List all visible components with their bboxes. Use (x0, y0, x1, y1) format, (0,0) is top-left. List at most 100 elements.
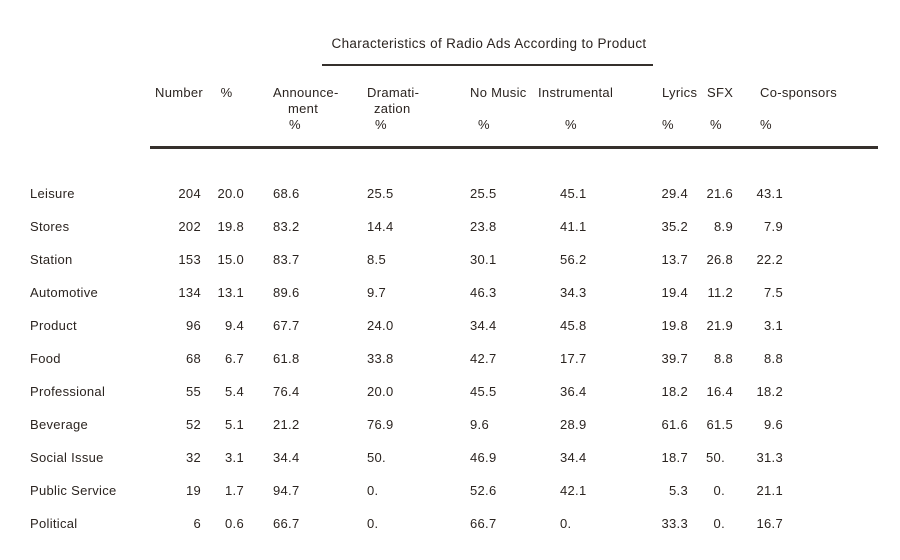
cell: 46.3 (470, 285, 497, 300)
cell: 26.8 (706, 252, 733, 267)
row-label: Political (30, 516, 78, 531)
col-header-sfx: SFX % (707, 85, 734, 132)
table-row: Automotive 134 13.1 89.6 9.7 46.3 34.3 19.4 11.2… (30, 276, 878, 309)
cell: 19.4 (661, 285, 688, 300)
cell: 23.8 (470, 219, 497, 234)
cell: 42.7 (470, 351, 497, 366)
cell: 0. (560, 516, 572, 531)
col-header-instrumental: Instrumental % (538, 85, 614, 132)
cell: 28.9 (560, 417, 587, 432)
cell: 32 (185, 450, 201, 465)
row-label: Stores (30, 219, 70, 234)
cell: 34.4 (470, 318, 497, 333)
cell: 39.7 (661, 351, 688, 366)
cell: 66.7 (470, 516, 497, 531)
table-title: Characteristics of Radio Ads According t… (331, 36, 647, 51)
col-header-number: Number (155, 85, 204, 100)
row-label: Professional (30, 384, 106, 399)
cell: 50. (706, 450, 725, 465)
cell: 22.2 (756, 252, 783, 267)
cell: 17.7 (560, 351, 587, 366)
table-row: Professional 55 5.4 76.4 20.0 45.5 36.4 18.2 16.… (30, 375, 878, 408)
cell: 33.3 (661, 516, 688, 531)
cell: 134 (178, 285, 201, 300)
cell: 8.8 (714, 351, 733, 366)
cell: 9.4 (225, 318, 244, 333)
cell: 61.8 (273, 351, 300, 366)
cell: 0. (713, 516, 725, 531)
cell: 24.0 (367, 318, 394, 333)
cell: 13.1 (217, 285, 244, 300)
cell: 7.9 (764, 219, 783, 234)
cell: 43.1 (756, 186, 783, 201)
cell: 0. (713, 483, 725, 498)
table-row: Beverage 52 5.1 21.2 76.9 9.6 28.9 61.6 61.5 9.6 (30, 408, 878, 441)
cell: 34.4 (560, 450, 587, 465)
cell: 19.8 (661, 318, 688, 333)
cell: 8.9 (714, 219, 733, 234)
col-header-label (30, 85, 150, 133)
cell: 42.1 (560, 483, 587, 498)
col-header-percent: % (220, 85, 233, 100)
cell: 25.5 (470, 186, 497, 201)
cell: 21.9 (706, 318, 733, 333)
cell: 31.3 (756, 450, 783, 465)
table-row: Product 96 9.4 67.7 24.0 34.4 45.8 19.8 21.9 3.1 (30, 309, 878, 342)
table-row: Food 68 6.7 61.8 33.8 42.7 17.7 39.7 8.8 8.8 (30, 342, 878, 375)
row-label: Automotive (30, 285, 99, 300)
cell: 45.5 (470, 384, 497, 399)
cell: 3.1 (764, 318, 783, 333)
cell: 56.2 (560, 252, 587, 267)
cell: 13.7 (661, 252, 688, 267)
cell: 76.9 (367, 417, 394, 432)
table-row: Leisure 204 20.0 68.6 25.5 25.5 45.1 29.4 21.6 43… (30, 177, 878, 210)
cell: 55 (185, 384, 201, 399)
table-header-row: Number % Announce- ment % Dramati- zatio… (30, 85, 878, 133)
cell: 94.7 (273, 483, 300, 498)
cell: 50. (367, 450, 386, 465)
cell: 18.2 (661, 384, 688, 399)
table-row: Stores 202 19.8 83.2 14.4 23.8 41.1 35.2 8.9 7.9 (30, 210, 878, 243)
cell: 52.6 (470, 483, 497, 498)
cell: 9.6 (764, 417, 783, 432)
cell: 68.6 (273, 186, 300, 201)
header-rule (150, 146, 878, 149)
cell: 89.6 (273, 285, 300, 300)
cell: 3.1 (225, 450, 244, 465)
cell: 67.7 (273, 318, 300, 333)
cell: 76.4 (273, 384, 300, 399)
cell: 16.7 (756, 516, 783, 531)
row-label: Beverage (30, 417, 89, 432)
cell: 20.0 (217, 186, 244, 201)
cell: 33.8 (367, 351, 394, 366)
cell: 9.6 (470, 417, 489, 432)
cell: 21.1 (756, 483, 783, 498)
cell: 83.7 (273, 252, 300, 267)
cell: 20.0 (367, 384, 394, 399)
cell: 36.4 (560, 384, 587, 399)
cell: 19.8 (217, 219, 244, 234)
cell: 29.4 (661, 186, 688, 201)
table-row: Public Service 19 1.7 94.7 0. 52.6 42.1 5.3 0. 21… (30, 474, 878, 507)
cell: 61.5 (706, 417, 733, 432)
cell: 1.7 (225, 483, 244, 498)
cell: 19 (185, 483, 201, 498)
cell: 96 (185, 318, 201, 333)
cell: 5.1 (225, 417, 244, 432)
cell: 18.2 (756, 384, 783, 399)
cell: 46.9 (470, 450, 497, 465)
cell: 35.2 (661, 219, 688, 234)
cell: 25.5 (367, 186, 394, 201)
cell: 202 (178, 219, 201, 234)
row-label: Food (30, 351, 61, 366)
cell: 11.2 (707, 285, 733, 300)
cell: 0. (367, 516, 379, 531)
table-row: Station 153 15.0 83.7 8.5 30.1 56.2 13.7 26.8 22.… (30, 243, 878, 276)
row-label: Social Issue (30, 450, 104, 465)
cell: 204 (178, 186, 201, 201)
cell: 8.5 (367, 252, 386, 267)
cell: 34.4 (273, 450, 300, 465)
cell: 153 (178, 252, 201, 267)
cell: 9.7 (367, 285, 386, 300)
